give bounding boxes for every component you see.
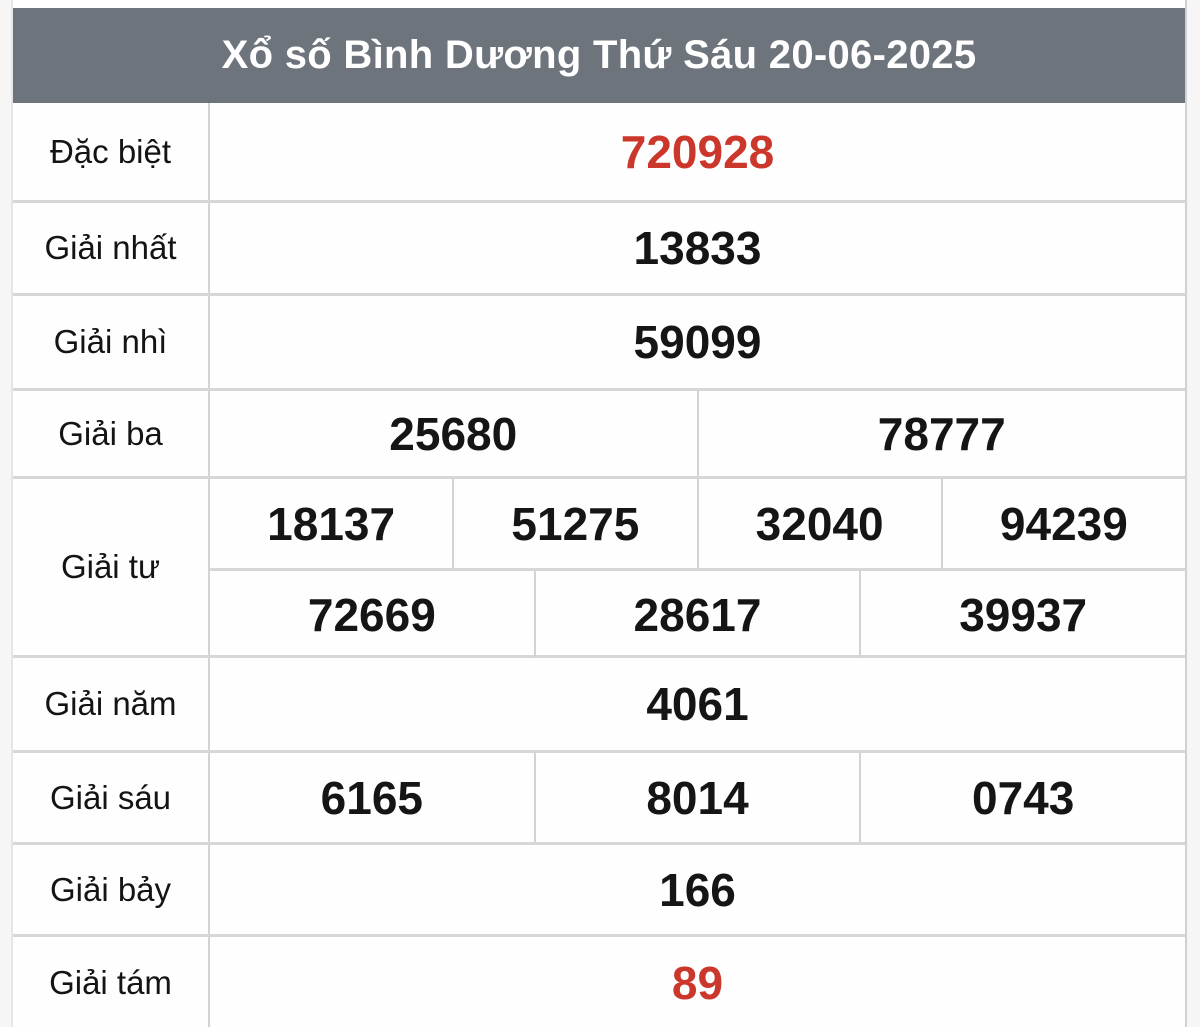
results-header-banner: Xổ số Bình Dương Thứ Sáu 20-06-2025 (13, 8, 1185, 103)
prize-label: Giải năm (13, 658, 210, 750)
prize-number: 25680 (389, 407, 518, 460)
prize-label: Giải nhì (13, 296, 210, 388)
prize-subrow: 18137 51275 32040 94239 (210, 479, 1185, 568)
prize-label: Giải tư (13, 479, 210, 655)
prize-row-giai-nam: Giải năm 4061 (13, 655, 1185, 750)
prize-label: Giải bảy (13, 845, 210, 934)
prize-number: 28617 (533, 571, 860, 658)
prize-number: 166 (659, 863, 736, 916)
prize-label: Giải nhất (13, 203, 210, 293)
prize-number: 8014 (533, 753, 860, 842)
prize-label: Đặc biệt (13, 103, 210, 200)
prize-number-special: 720928 (620, 125, 775, 178)
prize-table: Đặc biệt 720928 Giải nhất 13833 Giải nhì… (13, 103, 1185, 1027)
prize-number: 94239 (940, 479, 1185, 568)
prize-label: Giải tám (13, 937, 210, 1027)
prize-label: Giải sáu (13, 753, 210, 842)
prize-number: 32040 (696, 479, 941, 568)
prize-row-dac-biet: Đặc biệt 720928 (13, 103, 1185, 200)
prize-number: 59099 (633, 316, 762, 368)
prize-row-giai-sau: Giải sáu 6165 8014 0743 (13, 750, 1185, 842)
prize-row-giai-tu: Giải tư 18137 51275 32040 94239 72669 28… (13, 476, 1185, 658)
page-title: Xổ số Bình Dương Thứ Sáu 20-06-2025 (221, 33, 977, 77)
prize-number: 18137 (267, 497, 396, 550)
prize-row-giai-bay: Giải bảy 166 (13, 842, 1185, 934)
prize-row-giai-nhat: Giải nhất 13833 (13, 200, 1185, 293)
results-sheet: Xổ số Bình Dương Thứ Sáu 20-06-2025 Đặc … (11, 0, 1187, 1027)
prize-number: 0743 (859, 753, 1185, 842)
prize-row-giai-nhi: Giải nhì 59099 (13, 293, 1185, 388)
prize-row-giai-ba: Giải ba 25680 78777 (13, 388, 1185, 476)
prize-number: 13833 (633, 222, 762, 274)
prize-number: 6165 (320, 771, 423, 824)
prize-number: 51275 (452, 479, 696, 568)
prize-number: 39937 (859, 571, 1185, 658)
prize-number: 72669 (307, 588, 436, 641)
prize-row-giai-tam: Giải tám 89 (13, 934, 1185, 1027)
prize-number-special: 89 (671, 957, 724, 1009)
prize-number: 4061 (646, 678, 749, 730)
prize-number: 78777 (696, 391, 1186, 476)
prize-label: Giải ba (13, 391, 210, 476)
prize-subrow: 72669 28617 39937 (210, 568, 1185, 658)
